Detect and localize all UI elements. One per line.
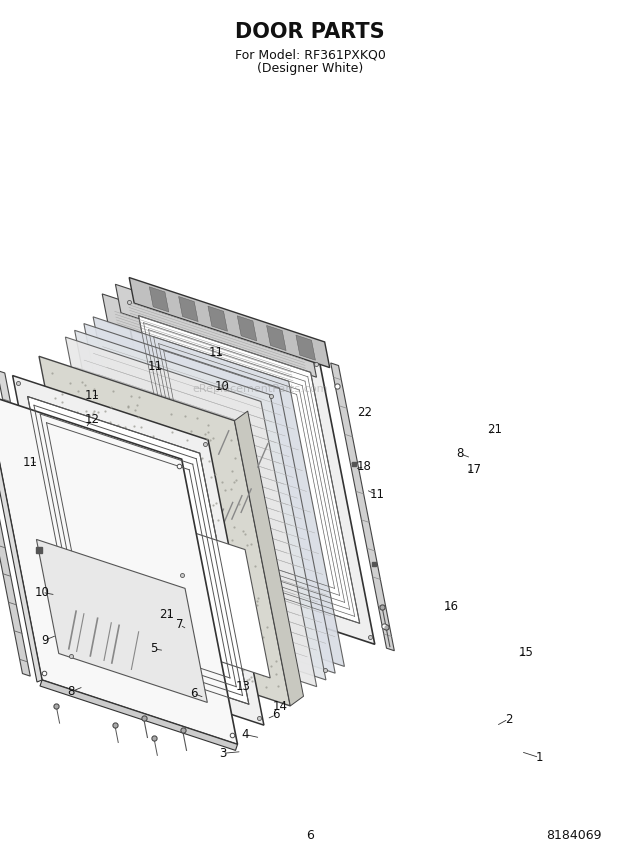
Polygon shape <box>129 277 330 367</box>
Text: 6: 6 <box>190 687 197 700</box>
Text: 8: 8 <box>68 685 75 698</box>
Text: 11: 11 <box>208 346 223 360</box>
Polygon shape <box>138 316 360 623</box>
Polygon shape <box>0 395 42 682</box>
Text: 6: 6 <box>306 829 314 842</box>
Text: 6: 6 <box>272 708 280 722</box>
Text: 16: 16 <box>444 599 459 613</box>
Text: 4: 4 <box>241 728 249 741</box>
Polygon shape <box>65 337 317 687</box>
Polygon shape <box>115 284 316 377</box>
Polygon shape <box>296 335 316 360</box>
Polygon shape <box>74 330 326 680</box>
Text: 11: 11 <box>148 360 162 373</box>
Polygon shape <box>84 324 335 673</box>
Polygon shape <box>39 356 290 706</box>
Text: 13: 13 <box>236 680 250 693</box>
Text: DOOR PARTS: DOOR PARTS <box>235 22 385 42</box>
Polygon shape <box>81 496 270 678</box>
Text: 1: 1 <box>536 751 543 764</box>
Text: 2: 2 <box>505 712 512 726</box>
Polygon shape <box>267 325 286 351</box>
Text: 10: 10 <box>215 380 229 394</box>
Text: 11: 11 <box>84 389 99 402</box>
Text: eReplacementParts.com: eReplacementParts.com <box>193 384 328 395</box>
Text: 8184069: 8184069 <box>546 829 602 842</box>
Polygon shape <box>102 294 303 387</box>
Polygon shape <box>123 294 374 645</box>
Text: 18: 18 <box>357 460 372 473</box>
Polygon shape <box>234 411 304 706</box>
Text: 17: 17 <box>467 462 482 476</box>
Polygon shape <box>37 539 207 703</box>
Polygon shape <box>208 306 228 331</box>
Polygon shape <box>0 389 30 676</box>
Text: 14: 14 <box>273 699 288 713</box>
Text: 5: 5 <box>150 642 157 656</box>
Text: 7: 7 <box>176 618 184 632</box>
Text: 15: 15 <box>518 645 533 659</box>
Text: 11: 11 <box>22 455 37 469</box>
Text: 10: 10 <box>35 586 50 599</box>
Text: 22: 22 <box>357 406 372 419</box>
Text: 11: 11 <box>370 488 384 502</box>
Text: 8: 8 <box>456 447 464 461</box>
Text: 21: 21 <box>159 608 174 621</box>
Text: 3: 3 <box>219 746 227 760</box>
Polygon shape <box>179 296 198 322</box>
Polygon shape <box>149 287 169 312</box>
Text: 9: 9 <box>41 633 48 647</box>
Polygon shape <box>0 371 61 658</box>
Polygon shape <box>330 363 394 651</box>
Polygon shape <box>28 396 249 704</box>
Polygon shape <box>0 395 237 745</box>
Text: (Designer White): (Designer White) <box>257 62 363 75</box>
Polygon shape <box>12 376 264 725</box>
Polygon shape <box>237 316 257 341</box>
Polygon shape <box>40 680 237 751</box>
Text: For Model: RF361PXKQ0: For Model: RF361PXKQ0 <box>234 48 386 61</box>
Text: 21: 21 <box>487 423 502 437</box>
Polygon shape <box>93 317 345 667</box>
Text: 12: 12 <box>84 413 99 426</box>
